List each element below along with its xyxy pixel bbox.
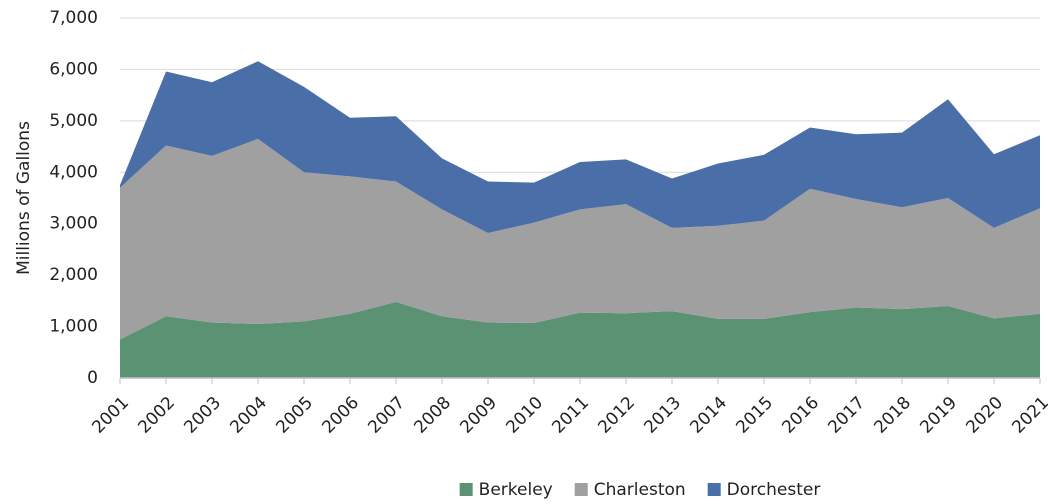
x-tick-label: 2008 (410, 393, 455, 438)
x-tick-label: 2003 (180, 393, 225, 438)
legend-swatch (459, 483, 473, 496)
x-tick-label: 2012 (594, 393, 639, 438)
x-tick-label: 2019 (916, 393, 961, 438)
x-tick-label: 2002 (134, 393, 179, 438)
x-tick-label: 2001 (88, 393, 133, 438)
x-tick-label: 2015 (732, 393, 777, 438)
area (120, 301, 1040, 378)
x-tick-label: 2016 (778, 393, 823, 438)
y-axis-title: Millions of Gallons (14, 121, 34, 275)
x-tick-label: 2017 (824, 393, 869, 438)
y-tick-label: 1,000 (49, 317, 98, 337)
y-tick-label: 4,000 (49, 162, 98, 182)
x-tick-label: 2004 (226, 393, 271, 438)
y-tick-label: 3,000 (49, 214, 98, 234)
x-tick-label: 2014 (686, 393, 731, 438)
x-tick-label: 2005 (272, 393, 317, 438)
y-tick-label: 5,000 (49, 111, 98, 131)
y-tick-label: 2,000 (49, 265, 98, 285)
legend-label: Berkeley (479, 480, 553, 500)
x-tick-label: 2018 (870, 393, 915, 438)
x-tick-label: 2013 (640, 393, 685, 438)
x-tick-label: 2021 (1008, 393, 1048, 438)
x-tick-label: 2006 (318, 393, 363, 438)
x-tick-label: 2020 (962, 393, 1007, 438)
x-tick-label: 2009 (456, 393, 501, 438)
area (120, 138, 1040, 340)
legend-swatch (707, 483, 721, 496)
legend-label: Charleston (594, 480, 686, 500)
legend-swatch (574, 483, 588, 496)
y-tick-label: 6,000 (49, 59, 98, 79)
area (120, 61, 1040, 233)
x-tick-label: 2011 (548, 393, 593, 438)
legend-label: Dorchester (727, 480, 821, 500)
y-tick-label: 7,000 (49, 8, 98, 28)
x-tick-label: 2010 (502, 393, 547, 438)
x-tick-label: 2007 (364, 393, 409, 438)
y-tick-label: 0 (87, 368, 98, 388)
legend: Berkeley Charleston Dorchester (459, 480, 821, 500)
